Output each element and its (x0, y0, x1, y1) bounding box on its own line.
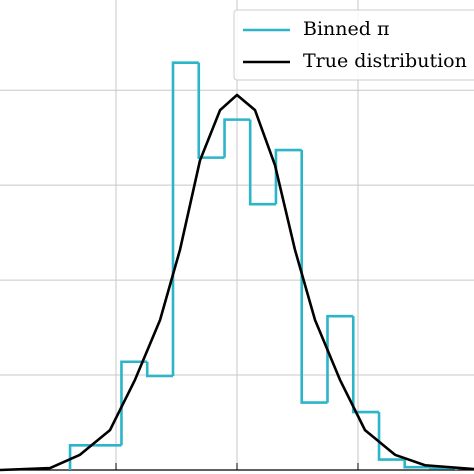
histogram-step (145, 361, 174, 378)
histogram-step (197, 62, 225, 159)
histogram-step (68, 444, 96, 470)
histogram-step (300, 150, 328, 404)
plot-area (0, 61, 474, 472)
histogram-step (274, 148, 302, 205)
histogram-step (377, 412, 405, 461)
legend-label: True distribution (303, 50, 467, 72)
histogram-step (248, 119, 276, 206)
legend-box (233, 9, 474, 81)
histogram-step (120, 360, 148, 446)
legend: Binned π True distribution (233, 9, 474, 81)
histogram-step (351, 316, 380, 414)
histogram-step (403, 459, 431, 469)
line (0, 93, 474, 472)
histogram-step (223, 118, 251, 158)
histogram-step (429, 466, 458, 470)
histogram-step (326, 314, 354, 403)
legend-label: Binned π (303, 18, 389, 40)
